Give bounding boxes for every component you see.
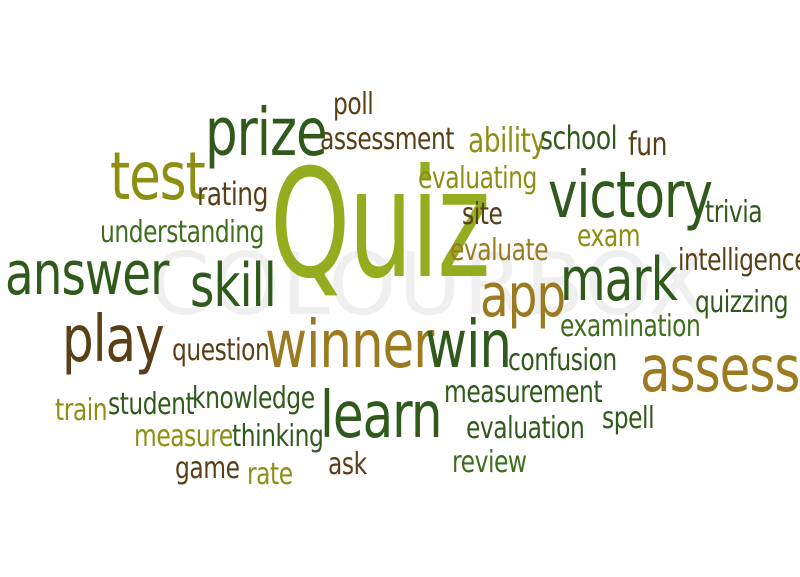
word-victory: victory [548,159,713,233]
word-rate: rate [247,457,293,492]
word-skill: skill [190,251,277,321]
word-knowledge: knowledge [192,381,315,416]
watermark: COLOURBOX [150,235,710,335]
word-app: app [480,261,566,331]
word-evaluation: evaluation [466,411,585,446]
word-measurement: measurement [444,375,603,410]
word-assessment: assessment [320,122,455,157]
word-game: game [175,451,240,486]
word-understanding: understanding [100,215,265,250]
word-question: question [172,333,270,368]
word-test: test [110,138,206,215]
word-evaluating: evaluating [418,161,537,196]
word-poll: poll [333,87,374,122]
word-intelligence: intelligence [678,243,800,278]
word-evaluate: evaluate [450,233,549,268]
word-mark: mark [560,245,678,315]
word-quiz: Quiz [270,138,491,312]
word-site: site [462,197,503,232]
word-spell: spell [602,401,655,436]
word-assess: assess [640,333,800,407]
word-learn: learn [320,379,442,453]
word-winner: winner [265,306,434,383]
word-thinking: thinking [232,419,324,454]
word-student: student [108,387,195,422]
word-win: win [425,306,512,383]
word-prize: prize [205,94,328,171]
word-play: play [62,303,165,377]
word-quizzing: quizzing [695,285,789,320]
word-trivia: trivia [705,195,763,230]
word-exam: exam [577,219,641,254]
word-fun: fun [628,125,667,163]
word-examination: examination [560,309,701,344]
word-measure: measure [134,419,233,454]
word-confusion: confusion [508,343,617,378]
word-review: review [452,445,527,480]
word-school: school [540,119,618,157]
word-rating: rating [197,175,268,213]
word-train: train [55,393,108,428]
word-ability: ability [468,121,546,161]
word-answer: answer [5,239,169,309]
word-ask: ask [328,447,367,482]
